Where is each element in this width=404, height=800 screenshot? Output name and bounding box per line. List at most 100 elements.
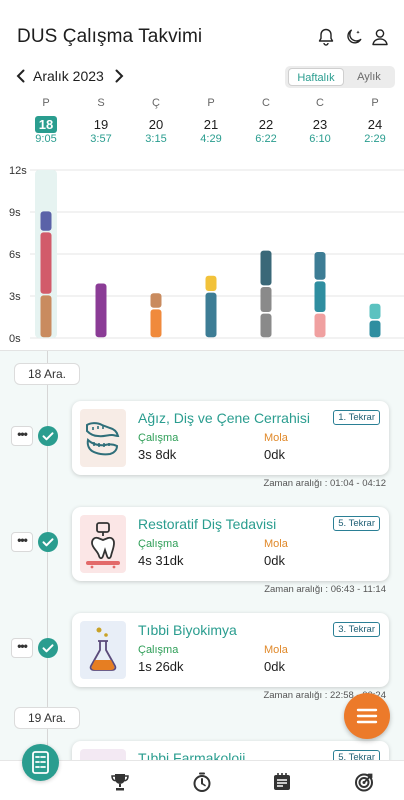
session-title: Tıbbi Biyokimya [138, 622, 237, 638]
day-21[interactable]: P 21 4:29 [193, 96, 229, 146]
time-range: Zaman aralığı : 01:04 - 04:12 [263, 478, 386, 489]
day-letter: P [207, 97, 215, 109]
work-label: Çalışma [138, 538, 179, 550]
bar-segment[interactable] [95, 283, 107, 338]
jaw-icon [80, 409, 126, 467]
target-icon[interactable] [353, 771, 375, 793]
y-tick-label: 6s [9, 249, 21, 261]
bar-segment[interactable] [260, 287, 272, 312]
chevron-right-icon[interactable] [112, 68, 126, 84]
day-number: 21 [203, 117, 219, 132]
day-total-time: 6:22 [255, 133, 277, 145]
day-total-time: 3:57 [90, 133, 112, 145]
break-value: 0dk [264, 659, 285, 674]
work-label: Çalışma [138, 432, 179, 444]
moon-icon[interactable] [344, 27, 364, 47]
view-toggle: Haftalık Aylık [285, 66, 395, 88]
day-letter: S [97, 97, 105, 109]
date-chip: 19 Ara. [14, 707, 80, 729]
app-title: DUS Çalışma Takvimi [17, 26, 203, 47]
day-24[interactable]: P 24 2:29 [357, 96, 393, 146]
day-total-time: 9:05 [35, 133, 57, 145]
menu-fab-button[interactable] [344, 693, 390, 739]
day-20[interactable]: Ç 20 3:15 [138, 96, 174, 146]
day-number: 18 [35, 116, 57, 133]
session-card[interactable]: Ağız, Diş ve Çene Cerrahisi 1. Tekrar Ça… [72, 401, 389, 475]
y-tick-label: 12s [9, 165, 27, 177]
bar-segment[interactable] [40, 211, 52, 231]
more-options-button[interactable]: ••• [11, 426, 33, 446]
notes-icon[interactable] [271, 771, 293, 793]
user-icon[interactable] [370, 27, 390, 47]
flask-icon [80, 621, 126, 679]
month-label: Aralık 2023 [33, 68, 104, 84]
bar-segment[interactable] [40, 295, 52, 338]
day-number: 19 [93, 117, 109, 132]
header: DUS Çalışma Takvimi [0, 0, 404, 64]
time-range: Zaman aralığı : 22:58 - 00:24 [263, 690, 386, 701]
bottom-navigation [0, 760, 404, 800]
day-total-time: 4:29 [200, 133, 222, 145]
y-tick-label: 9s [9, 207, 21, 219]
break-value: 0dk [264, 447, 285, 462]
time-range: Zaman aralığı : 06:43 - 11:14 [264, 584, 386, 595]
session-card[interactable]: Restoratif Diş Tedavisi 5. Tekrar Çalışm… [72, 507, 389, 581]
month-navigation: Aralık 2023 Haftalık Aylık [0, 64, 404, 90]
day-letter: P [371, 97, 379, 109]
more-options-button[interactable]: ••• [11, 638, 33, 658]
bar-segment[interactable] [314, 252, 326, 280]
bar-segment[interactable] [314, 313, 326, 338]
day-19[interactable]: S 19 3:57 [83, 96, 119, 146]
bar-segment[interactable] [369, 303, 381, 319]
day-23[interactable]: C 23 6:10 [302, 96, 338, 146]
bar-segment[interactable] [150, 293, 162, 308]
bell-icon[interactable] [316, 27, 336, 47]
bar-segment[interactable] [40, 232, 52, 294]
weekly-chart: 0s 3s 6s 9s 12s [0, 160, 404, 350]
check-icon [38, 426, 58, 446]
date-chip: 18 Ara. [14, 363, 80, 385]
monthly-toggle[interactable]: Aylık [357, 71, 381, 83]
week-days: P 18 9:05 S 19 3:57 Ç 20 3:15 P 21 4:29 C 22 6:22 C 23 6:… [0, 96, 404, 150]
chevron-left-icon[interactable] [14, 68, 28, 84]
bar-segment[interactable] [260, 250, 272, 286]
trophy-icon[interactable] [109, 771, 131, 793]
work-value: 1s 26dk [138, 659, 184, 674]
weekly-toggle[interactable]: Haftalık [288, 68, 344, 86]
day-total-time: 3:15 [145, 133, 167, 145]
day-total-time: 2:29 [364, 133, 386, 145]
work-label: Çalışma [138, 644, 179, 656]
timer-icon[interactable] [191, 771, 213, 793]
day-18[interactable]: P 18 9:05 [28, 96, 64, 146]
day-22[interactable]: C 22 6:22 [248, 96, 284, 146]
bar-segment[interactable] [205, 292, 217, 338]
break-label: Mola [264, 432, 288, 444]
day-letter: Ç [152, 97, 160, 109]
bar-segment[interactable] [369, 320, 381, 338]
check-icon [38, 532, 58, 552]
break-label: Mola [264, 538, 288, 550]
day-letter: P [42, 97, 50, 109]
day-letter: C [262, 97, 270, 109]
bar-segment[interactable] [205, 275, 217, 291]
bar-segment[interactable] [260, 313, 272, 338]
day-letter: C [316, 97, 324, 109]
session-title: Ağız, Diş ve Çene Cerrahisi [138, 410, 310, 426]
bar-segment[interactable] [314, 281, 326, 312]
session-card[interactable]: Tıbbi Biyokimya 3. Tekrar Çalışma Mola 1… [72, 613, 389, 687]
check-icon [38, 638, 58, 658]
timeline-line [47, 351, 48, 761]
day-number: 23 [312, 117, 328, 132]
calendar-list-icon[interactable] [22, 744, 59, 781]
more-options-button[interactable]: ••• [11, 532, 33, 552]
break-value: 0dk [264, 553, 285, 568]
repeat-badge: 5. Tekrar [333, 516, 380, 531]
tooth-icon [80, 515, 126, 573]
day-number: 24 [367, 117, 383, 132]
day-number: 22 [258, 117, 274, 132]
y-tick-label: 3s [9, 291, 21, 303]
work-value: 4s 31dk [138, 553, 184, 568]
bar-segment[interactable] [150, 309, 162, 338]
work-value: 3s 8dk [138, 447, 177, 462]
